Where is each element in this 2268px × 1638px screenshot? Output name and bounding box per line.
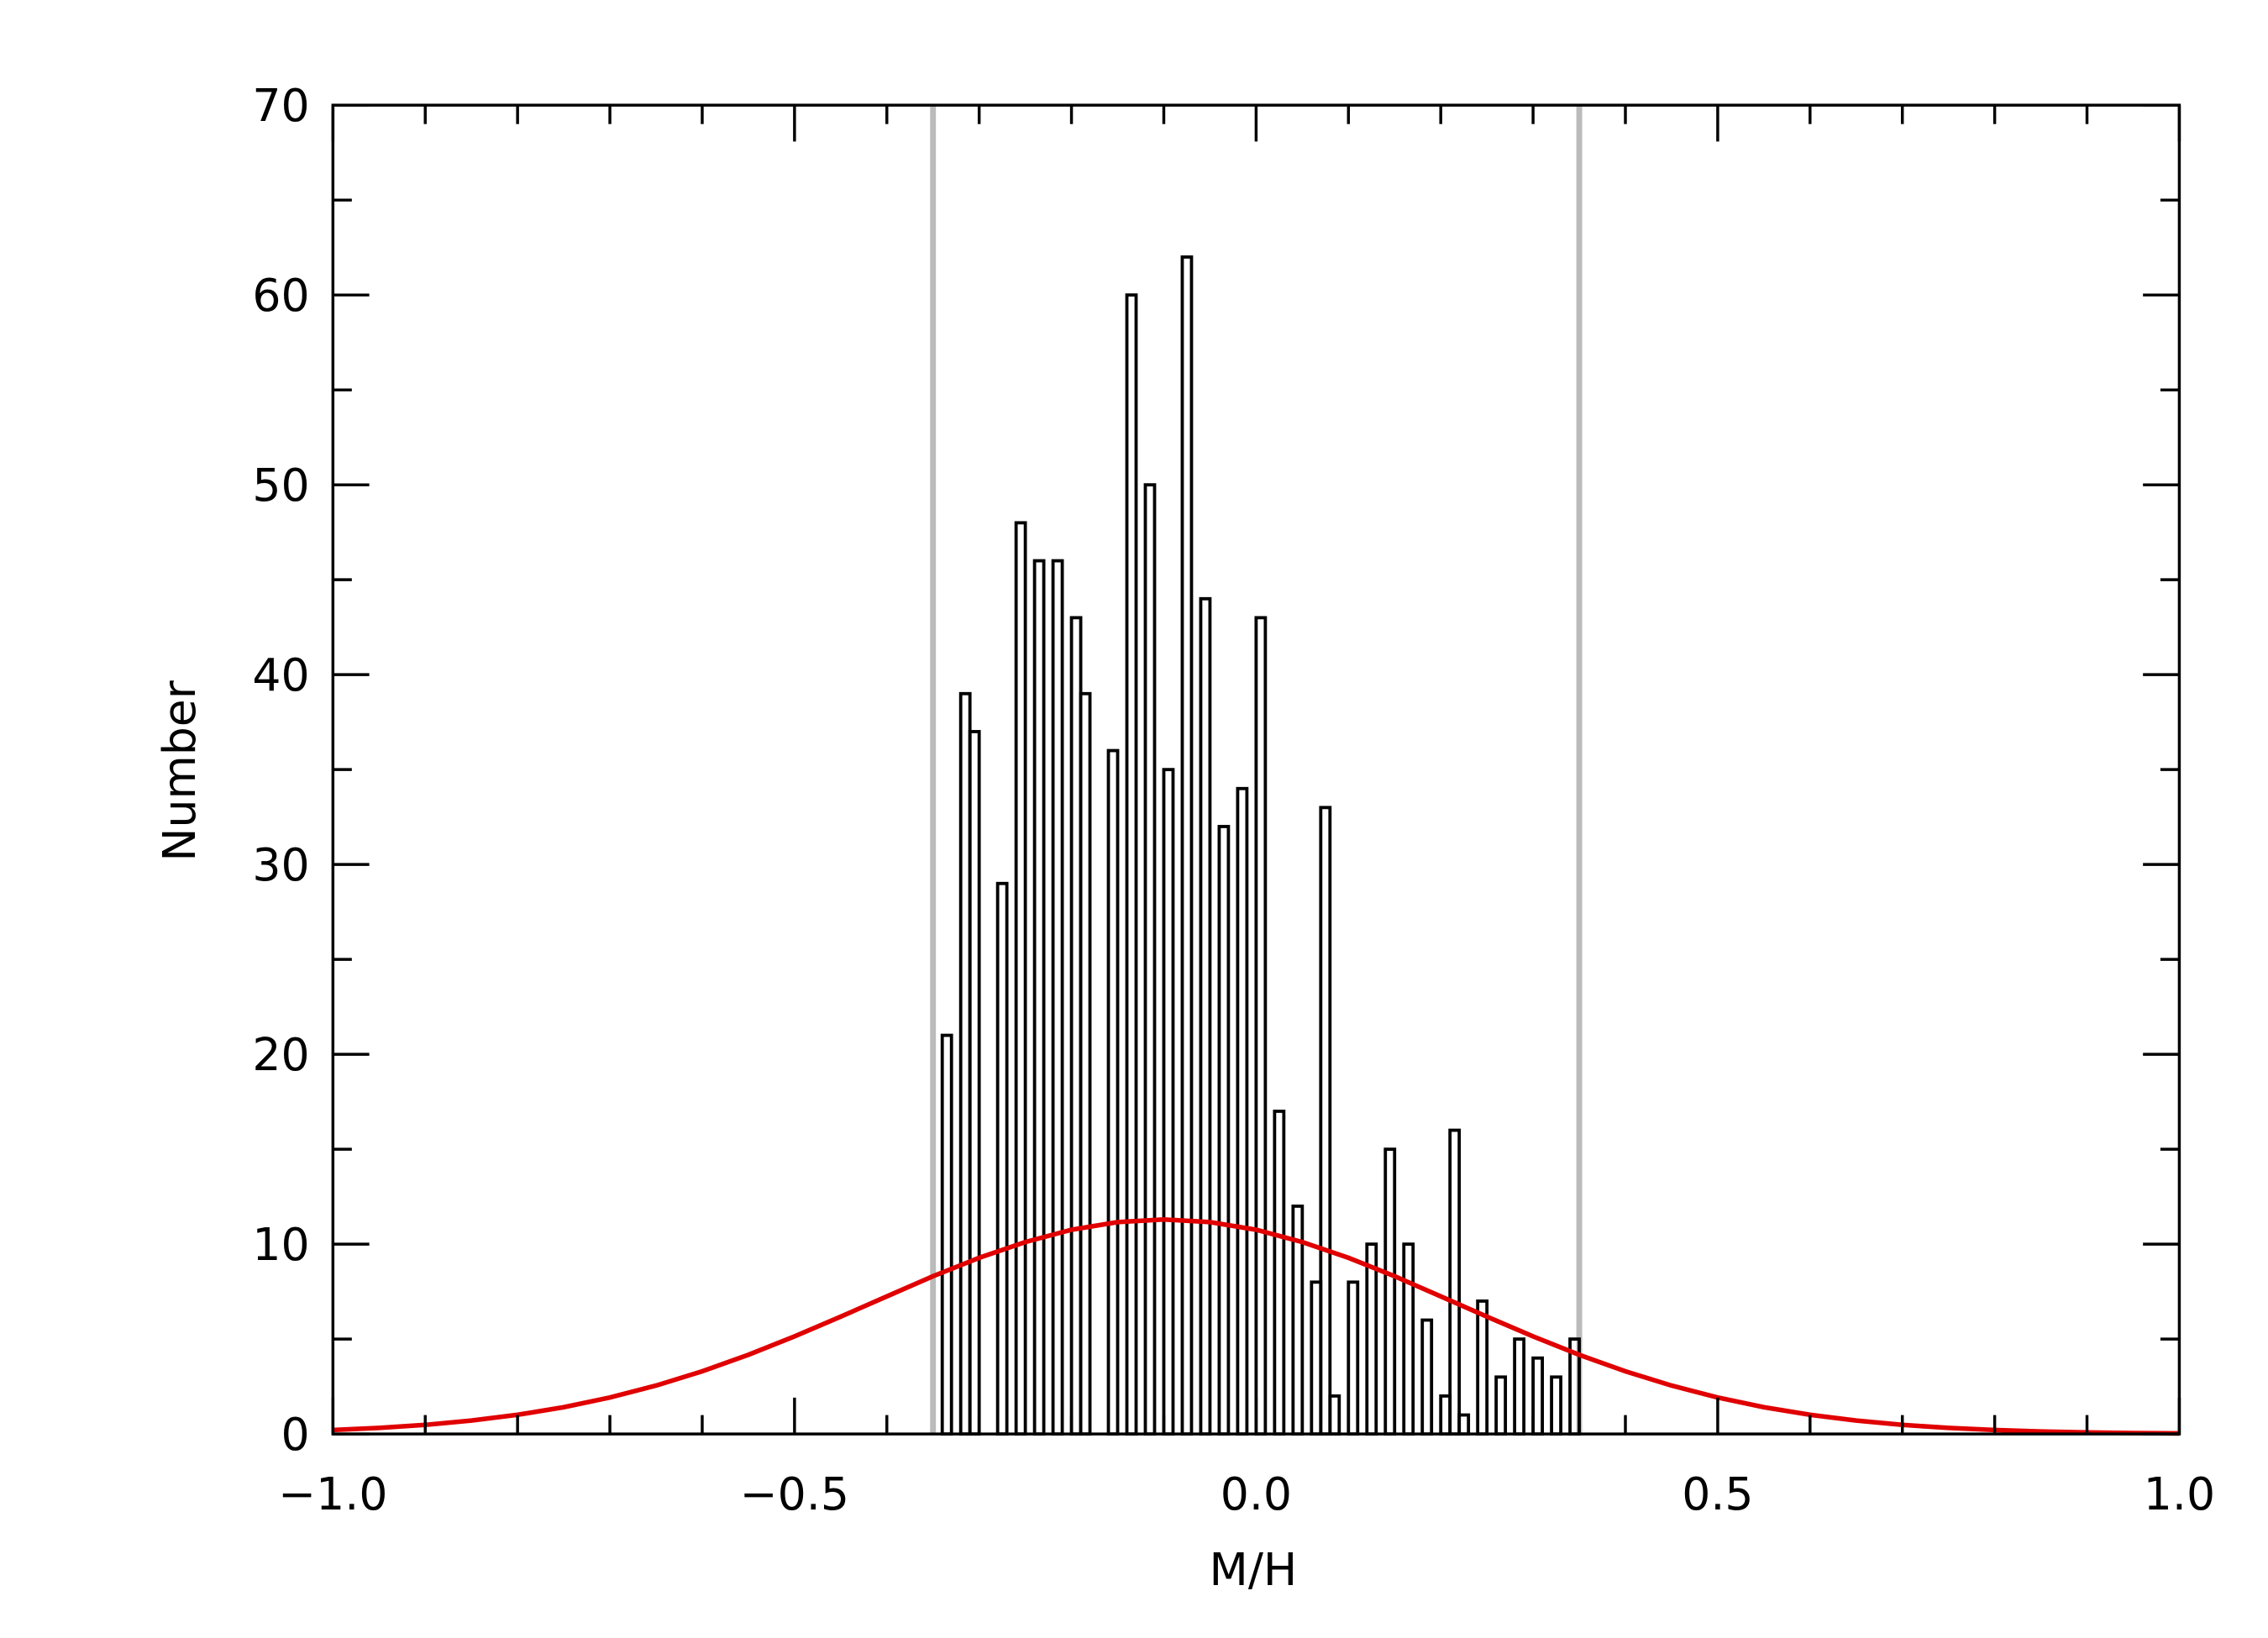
histogram-bar bbox=[1079, 691, 1092, 1436]
histogram-bar bbox=[1217, 825, 1231, 1436]
x-tick-label: 0.5 bbox=[1682, 1467, 1753, 1520]
histogram-bar bbox=[1254, 616, 1268, 1436]
histogram-bar bbox=[1162, 768, 1175, 1436]
histogram-bar bbox=[1014, 521, 1027, 1436]
x-tick-label: 0.0 bbox=[1221, 1467, 1292, 1520]
histogram-bar bbox=[995, 881, 1009, 1436]
y-tick-label: 60 bbox=[252, 269, 309, 322]
histogram-bar bbox=[1106, 748, 1120, 1436]
histogram-bar bbox=[1402, 1242, 1415, 1436]
histogram-bar bbox=[1494, 1375, 1508, 1436]
histogram-bar bbox=[1550, 1375, 1562, 1436]
x-tick-label: −0.5 bbox=[740, 1467, 849, 1520]
histogram-bar bbox=[1420, 1318, 1434, 1436]
y-tick-label: 40 bbox=[252, 648, 309, 701]
y-tick-label: 50 bbox=[252, 459, 309, 512]
histogram-bar bbox=[1199, 596, 1212, 1436]
histogram-bar bbox=[1383, 1147, 1397, 1436]
histogram-bar bbox=[1032, 559, 1046, 1436]
histogram-bar bbox=[1513, 1337, 1526, 1436]
y-tick-label: 20 bbox=[252, 1028, 309, 1081]
histogram-bar bbox=[1236, 786, 1249, 1436]
histogram-bar bbox=[940, 1033, 953, 1436]
histogram-bar bbox=[1051, 559, 1064, 1436]
y-tick-label: 70 bbox=[252, 79, 309, 132]
histogram-bar bbox=[1365, 1242, 1378, 1436]
histogram-bar bbox=[1319, 806, 1332, 1436]
histogram-bar bbox=[1347, 1280, 1360, 1436]
y-tick-label: 0 bbox=[281, 1408, 310, 1461]
x-axis-title: M/H bbox=[1210, 1543, 1298, 1596]
histogram-bar bbox=[1476, 1299, 1489, 1436]
y-tick-label: 10 bbox=[252, 1218, 309, 1271]
y-tick-label: 30 bbox=[252, 838, 309, 891]
fit-curve bbox=[333, 1216, 2180, 1436]
histogram-bar bbox=[1273, 1110, 1286, 1436]
histogram-bar bbox=[1125, 293, 1138, 1436]
histogram-bar bbox=[1457, 1413, 1471, 1436]
x-tick-label: −1.0 bbox=[278, 1467, 387, 1520]
histogram-bar bbox=[1328, 1394, 1341, 1436]
x-tick-label: 1.0 bbox=[2144, 1467, 2215, 1520]
histogram-bar bbox=[1180, 255, 1194, 1436]
histogram-bar bbox=[1448, 1128, 1462, 1436]
histogram-bar bbox=[1143, 483, 1157, 1436]
histogram-bar bbox=[968, 730, 981, 1436]
y-axis-title: Number bbox=[153, 680, 206, 861]
